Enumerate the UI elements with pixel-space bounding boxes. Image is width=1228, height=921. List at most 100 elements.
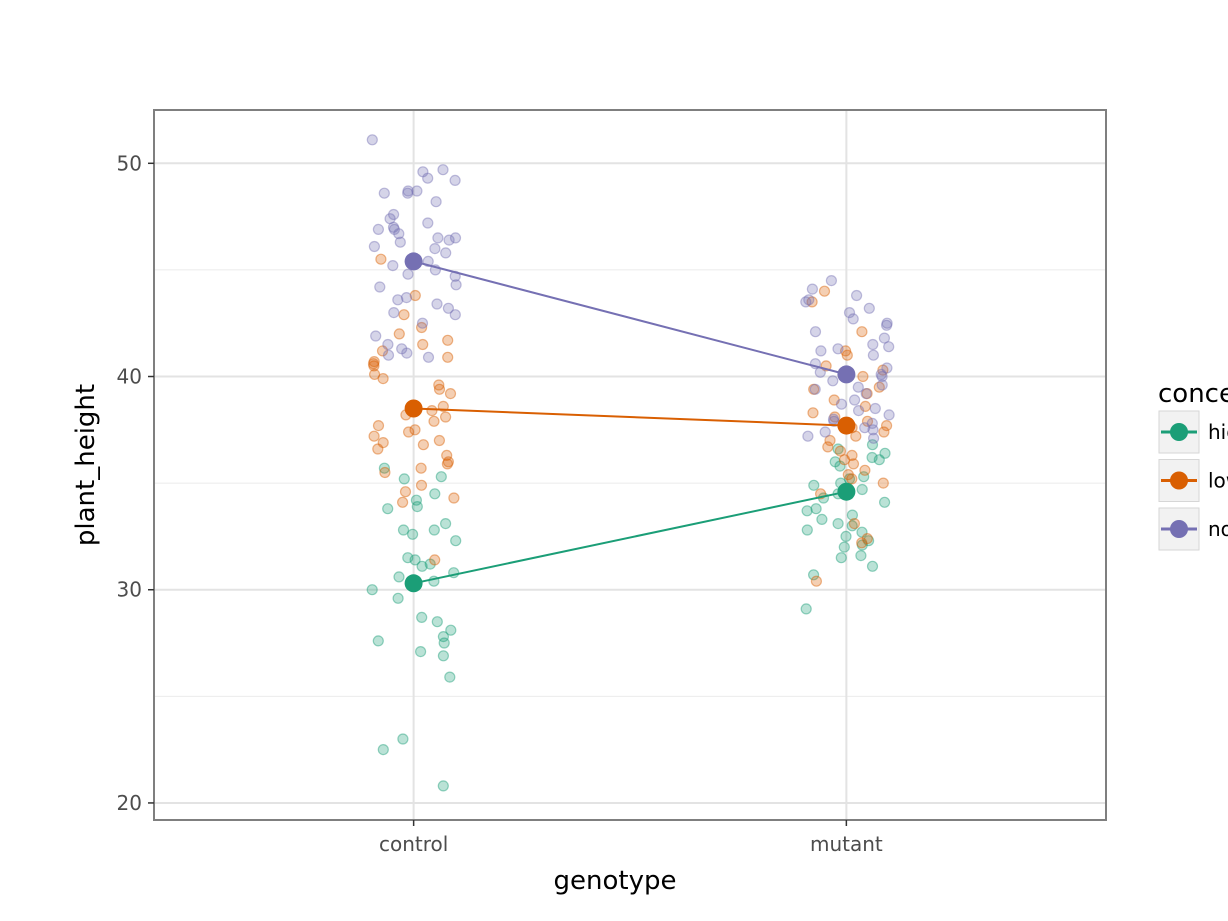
data-point-none	[368, 240, 380, 253]
data-point-none	[422, 217, 434, 229]
data-point-none	[449, 232, 462, 244]
data-point-low	[442, 456, 454, 468]
data-point-high	[858, 471, 870, 483]
data-point-low	[808, 383, 820, 395]
data-point-none	[832, 343, 844, 355]
data-point-high	[800, 603, 812, 615]
data-point-high	[378, 462, 390, 474]
data-point-none	[850, 289, 863, 302]
data-point-low	[859, 400, 872, 412]
data-point-none	[867, 424, 879, 436]
mean-line-none	[413, 260, 847, 376]
data-point-none	[429, 243, 441, 255]
data-point-none	[803, 294, 815, 306]
x-tick-label: mutant	[810, 832, 883, 856]
data-point-none	[378, 187, 390, 199]
data-point-high	[838, 541, 850, 553]
data-point-none	[437, 164, 449, 176]
data-point-low	[399, 486, 412, 498]
data-point-low	[846, 449, 858, 461]
data-point-low	[861, 415, 874, 427]
data-point-none	[402, 185, 414, 197]
data-point-high	[840, 530, 852, 543]
data-point-none	[876, 370, 888, 383]
data-point-high	[382, 503, 394, 515]
data-point-none	[387, 221, 400, 233]
data-point-high	[397, 733, 409, 745]
data-point-low	[873, 381, 885, 393]
data-point-low	[839, 345, 852, 357]
data-point-none	[416, 317, 429, 329]
data-point-low	[440, 411, 452, 423]
data-point-low	[398, 309, 410, 321]
legend-label-high: high	[1208, 420, 1228, 444]
data-point-none	[388, 307, 400, 319]
data-point-none	[863, 302, 875, 314]
data-point-none	[800, 296, 812, 308]
legend-key-marker-none	[1170, 520, 1188, 538]
data-point-low	[859, 464, 871, 476]
data-point-none	[432, 232, 444, 244]
data-point-high	[372, 635, 384, 647]
data-point-high	[431, 616, 443, 628]
mean-lines-layer	[413, 260, 847, 585]
data-point-none	[880, 319, 893, 331]
data-point-none	[411, 185, 423, 197]
data-point-none	[393, 228, 405, 240]
data-point-low	[409, 289, 421, 302]
data-point-none	[848, 394, 861, 406]
data-point-high	[393, 571, 405, 583]
data-point-none	[384, 213, 396, 225]
data-point-low	[372, 443, 384, 455]
data-point-low	[807, 407, 819, 419]
data-point-low	[417, 439, 429, 451]
data-point-high	[444, 671, 456, 683]
mean-line-low	[413, 407, 847, 427]
data-point-none	[835, 398, 848, 410]
data-point-high	[866, 439, 879, 451]
data-point-low	[433, 383, 446, 395]
data-point-high	[424, 558, 436, 570]
data-point-high	[428, 524, 440, 536]
ticks-layer: 20 30 40 50 control mutant	[117, 151, 883, 856]
data-point-none	[388, 208, 400, 221]
data-point-high	[855, 549, 867, 562]
data-point-low	[842, 469, 854, 481]
data-point-none	[876, 379, 888, 391]
data-point-high	[397, 524, 410, 536]
data-point-high	[445, 624, 457, 636]
y-axis-title: plant_height	[71, 384, 101, 546]
data-point-high	[816, 513, 828, 526]
panel-border	[153, 109, 1107, 821]
data-point-high	[835, 552, 847, 564]
data-point-low	[417, 338, 429, 351]
data-point-none	[867, 338, 879, 351]
data-point-low	[368, 360, 380, 372]
data-point-low	[375, 253, 387, 265]
data-point-low	[379, 466, 391, 479]
data-point-high	[416, 560, 428, 572]
data-point-high	[416, 611, 428, 624]
data-point-high	[866, 560, 879, 572]
data-point-none	[400, 292, 413, 304]
y-tick-label: 30	[117, 578, 142, 602]
legend-label-low: low	[1208, 469, 1228, 493]
data-point-none	[387, 260, 399, 272]
data-point-low	[880, 420, 893, 432]
data-point-none	[860, 388, 872, 400]
data-point-high	[392, 592, 404, 604]
data-point-low	[441, 449, 453, 461]
data-point-none	[396, 343, 408, 355]
data-point-low	[838, 454, 851, 466]
data-point-high	[856, 483, 868, 496]
data-point-none	[370, 330, 382, 342]
data-point-none	[440, 247, 452, 259]
data-point-none	[382, 338, 394, 351]
legend-key-marker-high	[1170, 423, 1188, 441]
points-layer	[366, 134, 895, 792]
data-point-low	[834, 445, 847, 457]
data-point-none	[827, 375, 839, 387]
data-point-low	[444, 388, 457, 400]
data-point-low	[403, 426, 415, 438]
